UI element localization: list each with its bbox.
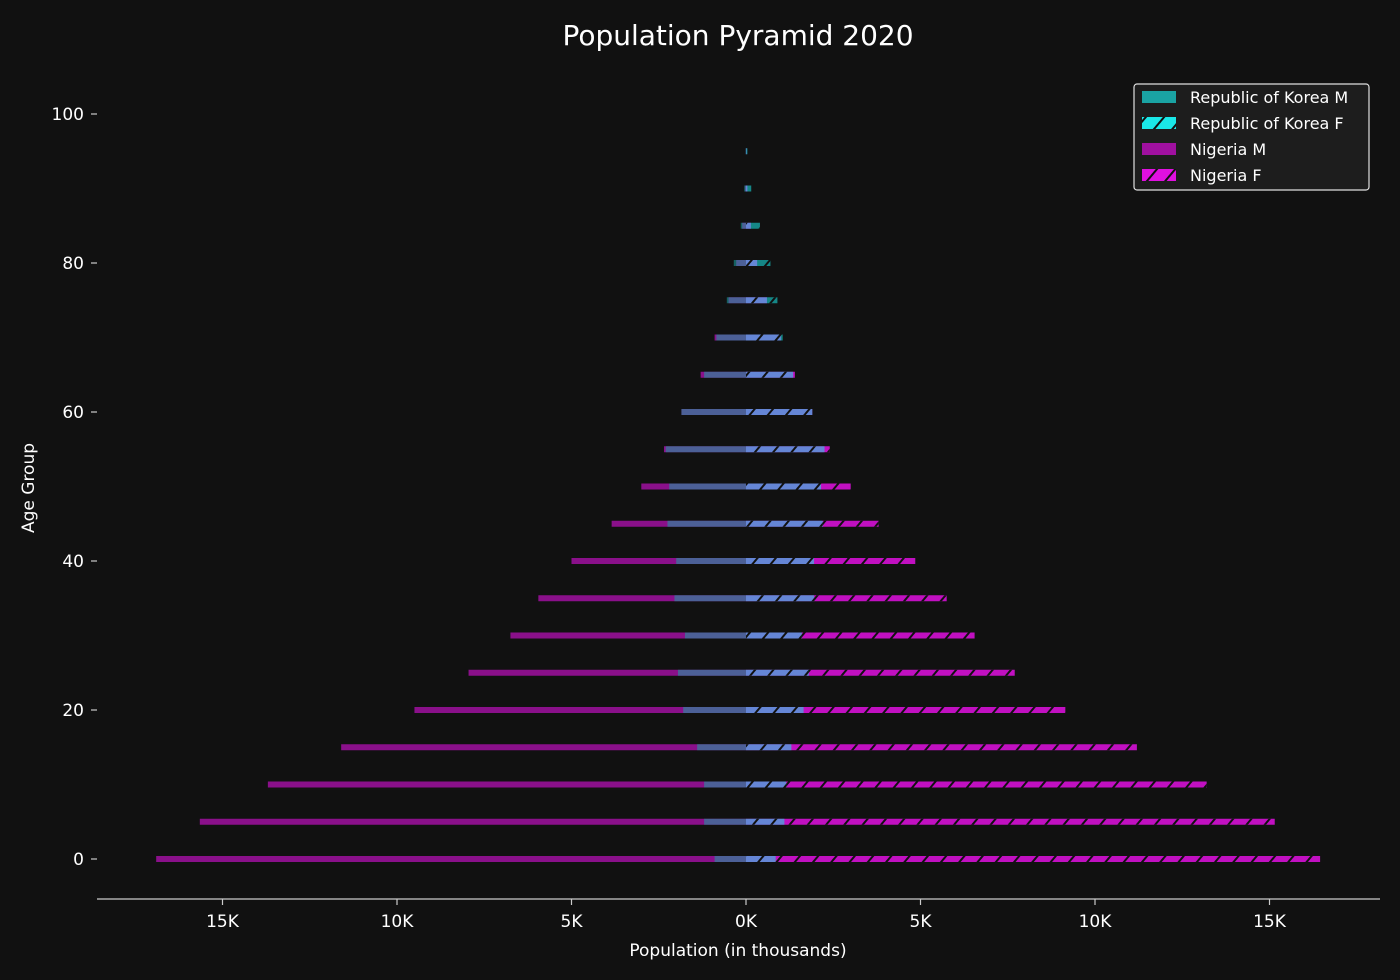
y-tick-label: 20 (62, 701, 84, 721)
bar-hatch-republic-of-korea-f-age-55 (746, 446, 825, 453)
bar-hatch-republic-of-korea-f-age-60 (746, 409, 813, 415)
bar-hatch-nigeria-f-age-15 (746, 744, 1137, 751)
bar-hatch-republic-of-korea-f-age-25 (746, 669, 809, 676)
bar-hatch-nigeria-f-age-40 (746, 558, 916, 564)
chart-title: Population Pyramid 2020 (562, 19, 913, 52)
bar-hatch-nigeria-f-age-25 (746, 669, 1015, 676)
y-tick-label: 60 (62, 403, 84, 423)
bar-hatch-republic-of-korea-f-age-40 (746, 558, 815, 564)
legend-swatch-hatch (1142, 117, 1176, 129)
bar-republic-of-korea-m-age-85 (740, 222, 746, 229)
bar-republic-of-korea-m-age-0 (714, 856, 746, 862)
legend-box (1133, 83, 1370, 191)
series-nigeria-m (156, 148, 747, 862)
bar-nigeria-m-age-5 (199, 818, 746, 825)
legend-label: Republic of Korea M (1190, 88, 1348, 107)
x-tick-label: 5K (910, 912, 933, 932)
bar-republic-of-korea-m-age-70 (716, 334, 746, 341)
bar-hatch-nigeria-f-age-30 (746, 632, 975, 639)
bar-hatch-republic-of-korea-f-age-70 (746, 334, 783, 341)
bar-hatch-republic-of-korea-f-age-75 (746, 297, 778, 304)
bar-hatch-nigeria-f-age-0 (746, 856, 1321, 862)
bars-layer (156, 148, 1321, 862)
y-tick-label: 0 (73, 850, 84, 870)
bar-hatch-nigeria-f-age-20 (746, 707, 1066, 713)
ticks-layer: 15K 10K 5K 0K 5K 10K 15K 0 20 40 60 80 100 (52, 105, 1287, 932)
legend: Republic of Korea M Republic of Korea F Ni… (1133, 83, 1370, 191)
bar-nigeria-m-age-10 (267, 781, 746, 788)
legend-label: Republic of Korea F (1190, 114, 1344, 133)
bar-hatch-republic-of-korea-f-age-30 (746, 632, 802, 639)
y-tick-label: 80 (62, 254, 84, 274)
bar-hatch-republic-of-korea-f-age-65 (746, 371, 794, 378)
bar-hatch-republic-of-korea-f-age-95 (746, 148, 748, 155)
bar-nigeria-m-age-15 (341, 744, 746, 751)
bar-hatch-republic-of-korea-f-age-90 (746, 185, 752, 192)
bar-hatch-republic-of-korea-f-age-20 (746, 707, 804, 713)
bar-republic-of-korea-m-age-55 (665, 446, 746, 453)
bar-republic-of-korea-m-age-40 (676, 558, 746, 564)
bar-hatch-republic-of-korea-f-age-0 (746, 856, 776, 862)
bar-hatch-republic-of-korea-f-age-35 (746, 595, 815, 602)
legend-label: Nigeria F (1190, 166, 1262, 185)
bar-hatch-nigeria-f-age-10 (746, 781, 1207, 788)
bar-nigeria-m-age-35 (538, 595, 746, 602)
bar-republic-of-korea-m-age-25 (677, 669, 746, 676)
bar-hatch-republic-of-korea-f-age-85 (746, 222, 760, 229)
x-tick-label: 15K (206, 912, 240, 932)
x-tick-label: 15K (1253, 912, 1287, 932)
bar-nigeria-m-age-20 (414, 707, 746, 713)
x-tick-label: 10K (1079, 912, 1113, 932)
bar-hatch-republic-of-korea-f-age-80 (746, 260, 771, 266)
bar-republic-of-korea-m-age-80 (733, 260, 746, 266)
bar-nigeria-m-age-0 (156, 856, 746, 862)
series-republic-of-korea-m (665, 148, 747, 862)
bar-republic-of-korea-m-age-60 (681, 409, 746, 415)
legend-swatch (1142, 91, 1176, 103)
x-tick-label: 10K (381, 912, 415, 932)
bar-republic-of-korea-m-age-15 (697, 744, 746, 751)
y-axis-label: Age Group (19, 443, 39, 533)
bar-republic-of-korea-m-age-35 (674, 595, 746, 602)
series-nigeria-f (746, 148, 1321, 862)
bar-republic-of-korea-m-age-5 (704, 818, 746, 825)
bar-republic-of-korea-m-age-20 (683, 707, 746, 713)
bar-hatch-nigeria-f-age-5 (746, 818, 1275, 825)
legend-swatch-hatch (1142, 169, 1176, 181)
bar-nigeria-m-age-30 (510, 632, 746, 639)
y-tick-label: 40 (62, 552, 84, 572)
bar-hatch-republic-of-korea-f-age-15 (746, 744, 792, 751)
x-tick-label: 0K (735, 912, 758, 932)
bar-hatch-republic-of-korea-f-age-5 (746, 818, 785, 825)
bar-hatch-republic-of-korea-f-age-50 (746, 483, 822, 490)
bar-nigeria-m-age-25 (468, 669, 746, 676)
bar-republic-of-korea-m-age-90 (744, 185, 746, 192)
legend-swatch (1142, 143, 1176, 155)
bar-republic-of-korea-m-age-95 (745, 148, 747, 155)
x-axis-label: Population (in thousands) (629, 941, 846, 961)
bar-republic-of-korea-m-age-45 (667, 520, 746, 527)
bar-republic-of-korea-m-age-50 (669, 483, 746, 490)
bar-republic-of-korea-m-age-10 (704, 781, 746, 788)
bar-hatch-republic-of-korea-f-age-45 (746, 520, 823, 527)
bar-hatch-nigeria-f-age-35 (746, 595, 947, 602)
x-tick-label: 5K (561, 912, 584, 932)
series-republic-of-korea-f (746, 148, 825, 862)
y-tick-label: 100 (52, 105, 84, 125)
bar-nigeria-m-age-40 (571, 558, 746, 564)
bar-hatch-republic-of-korea-f-age-10 (746, 781, 787, 788)
bar-republic-of-korea-m-age-75 (726, 297, 746, 304)
bar-republic-of-korea-m-age-30 (684, 632, 746, 639)
legend-label: Nigeria M (1190, 140, 1266, 159)
bar-republic-of-korea-m-age-65 (704, 371, 746, 378)
